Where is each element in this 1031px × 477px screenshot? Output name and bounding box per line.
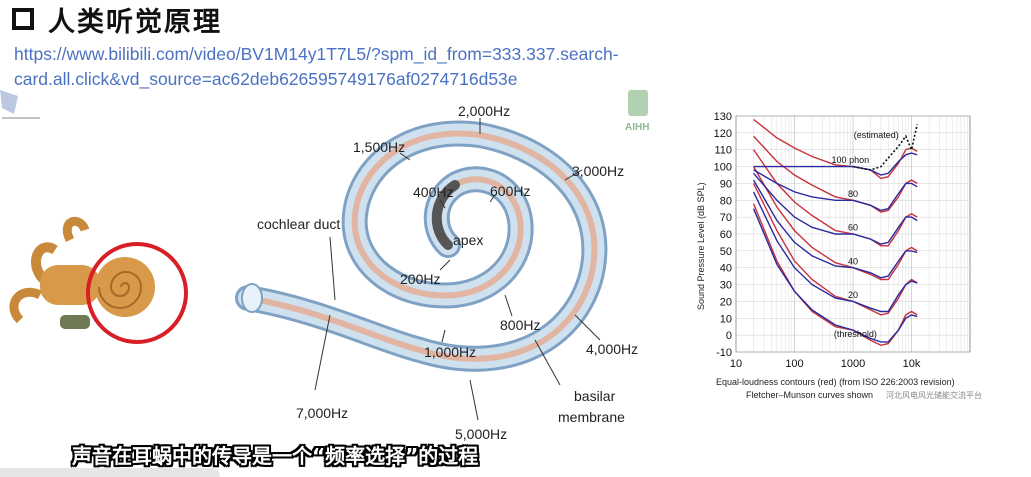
chart-ytick-label: 20: [720, 296, 732, 308]
chart-xtick-label: 1000: [841, 358, 865, 370]
label-1500hz: 1,500Hz: [353, 139, 405, 155]
cochlea-spiral: [235, 120, 608, 372]
chart-caption-line1: Equal-loudness contours (red) (from ISO …: [716, 377, 955, 387]
bottom-strip: [0, 468, 220, 477]
chart-ytick-label: 30: [720, 280, 732, 292]
label-1000hz: 1,000Hz: [424, 344, 476, 360]
label-4000hz: 4,000Hz: [586, 341, 638, 357]
chart-caption-line2: Fletcher–Munson curves shown: [746, 390, 873, 400]
aihh-watermark-icon: AIHH: [625, 90, 649, 133]
chart-xtick-label: 10: [730, 358, 742, 370]
video-subtitle: 声音在耳蜗中的传导是一个“频率选择”的过程: [72, 444, 479, 468]
chart-annotation: 100 phon: [832, 155, 870, 165]
chart-ytick-label: 130: [714, 111, 732, 123]
label-membrane: membrane: [558, 409, 625, 425]
label-basilar: basilar: [574, 388, 616, 404]
chart-ytick-label: 80: [720, 195, 732, 207]
video-link[interactable]: https://www.bilibili.com/video/BV1M14y1T…: [14, 42, 714, 92]
chart-ytick-label: 0: [726, 330, 732, 342]
chart-ytick-label: 50: [720, 246, 732, 258]
checkbox-bullet-icon: [12, 8, 34, 30]
chart-series-blue-20: [752, 191, 918, 313]
equal-loudness-chart: -10 0 10 20 30 40 50 60 70 80 90 100 110 120 130 10 100 1…: [696, 111, 982, 400]
chart-annotation: (threshold): [834, 329, 877, 339]
chart-ytick-label: 60: [720, 229, 732, 241]
chart-series-blue-60: [753, 172, 918, 245]
chart-annotation: 20: [848, 290, 858, 300]
label-400hz: 400Hz: [413, 184, 453, 200]
chart-ytick-label: 100: [714, 162, 732, 174]
slide-title-text: 人类听觉原理: [48, 6, 222, 38]
chart-series-blue-80: [753, 169, 918, 212]
chart-ytick-label: 40: [720, 263, 732, 275]
chart-series-blue-40: [752, 179, 918, 279]
inner-ear-icon: [9, 216, 155, 329]
chart-ytick-label: 70: [720, 212, 732, 224]
chart-ytick-label: 110: [714, 145, 732, 157]
chart-ylabel: Sound Pressure Level (dB SPL): [696, 182, 706, 310]
chart-annotation: 60: [848, 223, 858, 233]
label-600hz: 600Hz: [490, 183, 530, 199]
chart-ytick-label: 10: [720, 313, 732, 325]
label-3000hz: 3,000Hz: [572, 163, 624, 179]
slide-title: 人类听觉原理: [12, 2, 222, 38]
chart-ytick-label: 90: [720, 178, 732, 190]
logo-icon: [0, 90, 40, 119]
chart-xtick-label: 10k: [903, 358, 921, 370]
cochlea-illustration: 2,000Hz 1,500Hz 3,000Hz 400Hz 600Hz apex…: [0, 90, 649, 442]
chart-xtick-label: 100: [785, 358, 803, 370]
label-5000hz: 5,000Hz: [455, 426, 507, 442]
chart-series-estimated: [852, 124, 918, 171]
aihh-watermark-text: AIHH: [625, 122, 649, 133]
chart-ytick-label: -10: [716, 347, 732, 359]
label-apex: apex: [453, 232, 483, 248]
chart-annotation: 80: [848, 189, 858, 199]
label-7000hz: 7,000Hz: [296, 405, 348, 421]
chart-ytick-label: 120: [714, 128, 732, 140]
video-link-line2[interactable]: card.all.click&vd_source=ac62deb62659574…: [14, 69, 518, 89]
label-200hz: 200Hz: [400, 271, 440, 287]
label-cochlear-duct: cochlear duct: [257, 216, 340, 232]
highlight-ring: [86, 242, 188, 344]
chart-annotation: (estimated): [854, 130, 899, 140]
label-800hz: 800Hz: [500, 317, 540, 333]
chart-annotation: 40: [848, 256, 858, 266]
video-link-line1[interactable]: https://www.bilibili.com/video/BV1M14y1T…: [14, 44, 619, 64]
label-2000hz: 2,000Hz: [458, 103, 510, 119]
chart-series-blue-threshold: [752, 208, 918, 343]
chart-watermark: 河北风电风光储能交流平台: [886, 390, 982, 400]
